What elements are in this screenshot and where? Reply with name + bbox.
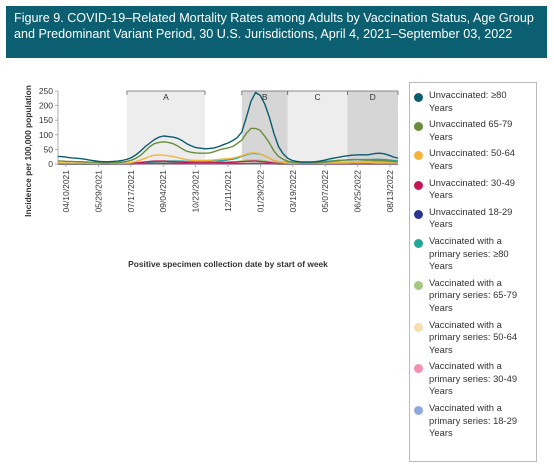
legend-item: Unvaccinated 18-29 Years	[414, 206, 532, 231]
legend-swatch	[414, 209, 423, 219]
legend-label: Unvaccinated: 30-49 Years	[429, 176, 515, 201]
legend-label: Unvaccinated: 50-64 Years	[429, 147, 515, 171]
y-tick-label: 50	[44, 144, 54, 154]
figure-title: Figure 9. COVID-19–Related Mortality Rat…	[14, 11, 534, 41]
y-tick-label: 0	[48, 159, 53, 169]
series-line	[58, 127, 399, 164]
x-axis: 04/10/2021 05/29/2021 07/17/2021 09/04/2021…	[58, 163, 398, 213]
y-tick-label: 150	[39, 115, 53, 125]
x-tick-label: 09/04/2021	[158, 170, 168, 213]
legend-swatch	[414, 93, 423, 102]
legend-swatch	[414, 151, 423, 161]
legend-label: Vaccinated with a primary series: 50-64 …	[429, 318, 518, 355]
period-label: A	[163, 92, 169, 102]
period-label: B	[262, 92, 268, 102]
y-tick-label: 100	[39, 130, 53, 140]
period-band-c	[287, 91, 348, 164]
period-label: D	[370, 92, 376, 102]
legend-label: Unvaccinated 65-79 Years	[429, 118, 513, 142]
legend-swatch	[414, 238, 423, 248]
period-bands: A B C D	[126, 90, 399, 164]
legend-label: Vaccinated with a primary series: 30-49 …	[429, 360, 518, 397]
legend-label: Vaccinated with a primary series: 18-29 …	[429, 402, 518, 439]
legend-item: Vaccinated with a primary series: 50-64 …	[414, 319, 532, 357]
y-axis-label: Incidence per 100,000 population	[23, 85, 33, 217]
legend-swatch	[414, 180, 423, 190]
legend-swatch	[414, 364, 423, 374]
x-tick-label: 01/29/2022	[255, 170, 265, 213]
legend-swatch	[414, 280, 423, 290]
x-tick-label: 07/17/2021	[126, 170, 136, 213]
x-tick-label: 10/23/2021	[191, 170, 201, 213]
period-band-d	[347, 91, 398, 164]
legend-item: Vaccinated with a primary series: ≥80 Ye…	[414, 235, 532, 273]
legend-label: Unvaccinated: ≥80 Years	[429, 89, 507, 113]
x-tick-label: 06/25/2022	[353, 170, 363, 213]
legend-item: Vaccinated with a primary series: 65-79 …	[414, 277, 532, 315]
x-tick-label: 04/10/2021	[61, 170, 71, 213]
legend-item: Vaccinated with a primary series: 18-29 …	[414, 402, 532, 440]
y-axis: 0 50 100 150 200 250	[39, 86, 59, 169]
legend-label: Vaccinated with a primary series: ≥80 Ye…	[429, 234, 509, 272]
series-line	[58, 152, 398, 165]
line-chart: A B C D 0 50 100 150 200 250 04/10/2021 05/29/202…	[23, 85, 399, 269]
x-tick-label: 05/07/2022	[320, 170, 330, 213]
legend-swatch	[414, 122, 423, 132]
legend-item: Unvaccinated: 30-49 Years	[414, 177, 532, 202]
legend-item: Vaccinated with a primary series: 30-49 …	[414, 360, 532, 398]
figure-title-bar: Figure 9. COVID-19–Related Mortality Rat…	[6, 6, 547, 58]
period-label: C	[315, 92, 321, 102]
x-tick-label: 08/13/2022	[385, 170, 395, 213]
x-axis-label: Positive specimen collection date by sta…	[128, 259, 328, 269]
x-tick-label: 03/19/2022	[288, 170, 298, 213]
y-tick-label: 250	[39, 86, 53, 96]
legend-swatch	[414, 322, 423, 332]
chart-legend: Unvaccinated: ≥80 Years Unvaccinated 65-7…	[409, 82, 537, 462]
series-line	[57, 91, 399, 163]
legend-item: Unvaccinated 65-79 Years	[414, 118, 532, 143]
legend-label: Vaccinated with a primary series: 65-79 …	[429, 276, 518, 313]
x-tick-label: 05/29/2021	[93, 170, 103, 213]
legend-item: Unvaccinated: ≥80 Years	[414, 89, 532, 114]
legend-item: Unvaccinated: 50-64 Years	[414, 147, 532, 172]
legend-label: Unvaccinated 18-29 Years	[429, 205, 513, 230]
y-tick-label: 200	[39, 101, 53, 111]
x-tick-label: 12/11/2021	[223, 170, 233, 212]
legend-swatch	[414, 406, 423, 416]
